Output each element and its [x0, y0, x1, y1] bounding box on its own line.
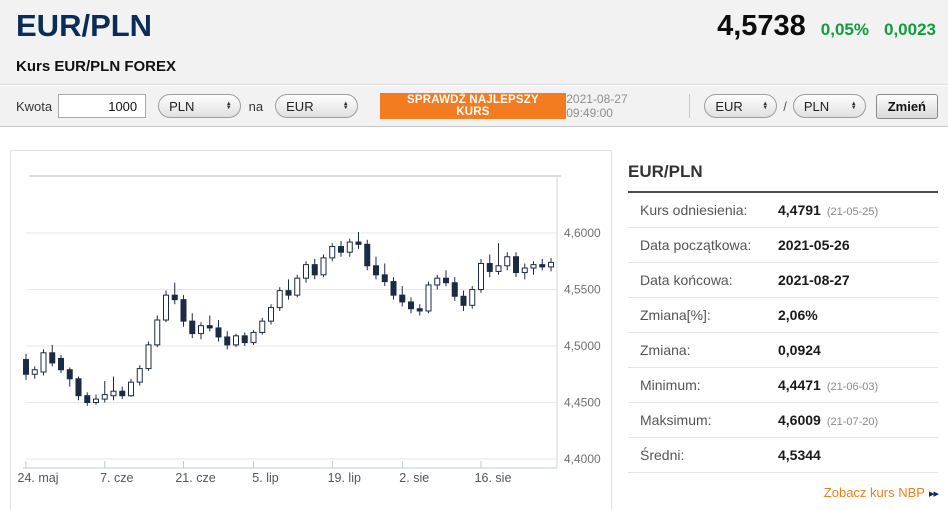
svg-text:4,5500: 4,5500 — [564, 283, 601, 297]
stat-value: 4,6009 (21-07-20) — [778, 412, 879, 428]
pair-quote-select[interactable]: PLN ▲ ▼ — [792, 94, 866, 118]
stat-row-end-date: Data końcowa: 2021-08-27 — [628, 263, 938, 298]
double-arrow-icon: ▸▸ — [928, 488, 939, 500]
page-subtitle: Kurs EUR/PLN FOREX — [16, 58, 177, 75]
updown-arrows-icon: ▲ ▼ — [850, 101, 857, 111]
svg-text:16. sie: 16. sie — [475, 471, 512, 485]
price-change-abs: 0,0023 — [884, 20, 936, 39]
stat-row-start-date: Data początkowa: 2021-05-26 — [628, 228, 938, 263]
stats-panel: EUR/PLN Kurs odniesienia: 4,4791 (21-05-2… — [628, 162, 939, 502]
converter-toolbar: Kwota PLN ▲▼ na EUR ▲▼ SPRAWDŹ NAJLEPSZY… — [0, 86, 948, 127]
header: EUR/PLN Kurs EUR/PLN FOREX 4,5738 0,05% … — [0, 0, 948, 85]
stat-value: 4,5344 — [778, 447, 821, 463]
stats-heading: EUR/PLN — [628, 162, 938, 193]
converter-controls: Kwota PLN ▲▼ na EUR ▲▼ SPRAWDŹ NAJLEPSZY… — [16, 93, 567, 119]
current-price: 4,5738 — [717, 10, 806, 42]
price-change-percent: 0,05% — [820, 20, 869, 39]
quote-timestamp: 2021-08-27 09:49:00 — [566, 92, 628, 120]
svg-text:4,4000: 4,4000 — [564, 452, 601, 466]
stat-value: 4,4791 (21-05-25) — [778, 202, 879, 218]
change-pair-button[interactable]: Zmień — [875, 93, 938, 119]
stat-value: 0,0924 — [778, 342, 821, 358]
currency-from-select[interactable]: PLN ▲ ▼ — [158, 94, 241, 118]
candlestick-chart: 4,6000 4,5500 4,5000 4,4500 4,4000 24. maj 7. … — [18, 175, 601, 485]
stat-value: 2021-08-27 — [778, 272, 850, 288]
stat-label: Zmiana[%]: — [640, 307, 711, 323]
svg-text:24. maj: 24. maj — [18, 471, 59, 485]
stat-note: (21-05-25) — [826, 206, 879, 218]
stat-label: Data końcowa: — [640, 272, 733, 288]
svg-text:4,6000: 4,6000 — [564, 226, 601, 240]
stat-note: (21-07-20) — [826, 416, 879, 428]
pair-base-select[interactable]: EUR ▲ ▼ — [704, 94, 778, 118]
svg-text:4,4500: 4,4500 — [564, 396, 601, 410]
amount-input[interactable] — [58, 94, 147, 118]
stat-row-change: Zmiana: 0,0924 — [628, 333, 938, 368]
nbp-link[interactable]: Zobacz kurs NBP ▸▸ — [823, 485, 939, 500]
stat-row-maximum: Maksimum: 4,6009 (21-07-20) — [628, 403, 938, 438]
stat-label: Maksimum: — [640, 412, 712, 428]
updown-arrows-icon: ▲ ▼ — [342, 101, 349, 111]
pair-quote-value: PLN — [803, 98, 830, 114]
check-best-rate-button[interactable]: SPRAWDŹ NAJLEPSZY KURS — [379, 93, 567, 119]
pair-separator: / — [783, 98, 787, 114]
chart-panel: 4,6000 4,5500 4,5000 4,4500 4,4000 24. maj 7. … — [10, 150, 612, 510]
stat-row-reference-rate: Kurs odniesienia: 4,4791 (21-05-25) — [628, 193, 938, 228]
stat-label: Data początkowa: — [640, 237, 752, 253]
link-row: Zobacz kurs NBP ▸▸ — [628, 473, 939, 502]
stat-value: 2021-05-26 — [778, 237, 850, 253]
to-label: na — [248, 98, 264, 114]
stat-row-average: Średni: 4,5344 — [628, 438, 938, 473]
stat-label: Kurs odniesienia: — [640, 202, 748, 218]
stat-note: (21-06-03) — [826, 381, 879, 393]
svg-text:21. cze: 21. cze — [175, 471, 215, 485]
svg-text:7. cze: 7. cze — [100, 471, 133, 485]
updown-arrows-icon: ▲ ▼ — [225, 101, 232, 111]
amount-label: Kwota — [16, 98, 53, 114]
stat-row-change-percent: Zmiana[%]: 2,06% — [628, 298, 938, 333]
currency-to-select[interactable]: EUR ▲ ▼ — [275, 94, 358, 118]
svg-text:2. sie: 2. sie — [399, 471, 429, 485]
svg-text:19. lip: 19. lip — [328, 471, 361, 485]
toolbar-divider — [689, 94, 691, 118]
svg-text:4,5000: 4,5000 — [564, 339, 601, 353]
pair-controls: 2021-08-27 09:49:00 EUR ▲ ▼ / PLN ▲ ▼ Zmie… — [566, 92, 938, 120]
stat-row-minimum: Minimum: 4,4471 (21-06-03) — [628, 368, 938, 403]
stat-label: Zmiana: — [640, 342, 691, 358]
svg-text:5. lip: 5. lip — [252, 471, 278, 485]
currency-from-value: PLN — [169, 98, 195, 114]
updown-arrows-icon: ▲ ▼ — [762, 101, 769, 111]
stat-value: 4,4471 (21-06-03) — [778, 377, 879, 393]
page-title: EUR/PLN — [16, 8, 153, 43]
price-block: 4,5738 0,05% 0,0023 — [717, 10, 936, 43]
stat-label: Minimum: — [640, 377, 701, 393]
stat-label: Średni: — [640, 447, 685, 463]
pair-base-value: EUR — [715, 98, 743, 114]
stat-value: 2,06% — [778, 307, 818, 323]
currency-to-value: EUR — [286, 98, 314, 114]
